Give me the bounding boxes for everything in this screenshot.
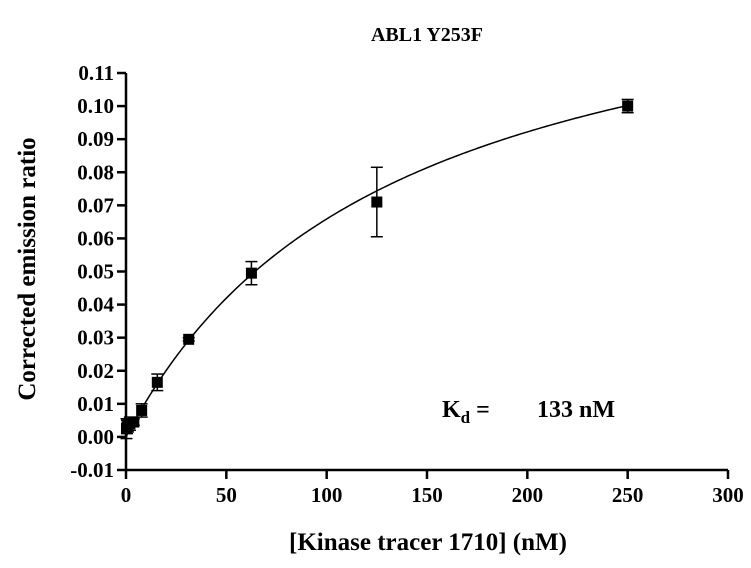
x-tick-label: 200 xyxy=(512,483,544,507)
kd-symbol: K xyxy=(442,397,461,423)
y-tick-label: 0.00 xyxy=(77,425,114,449)
error-bar-layer xyxy=(120,98,634,440)
x-axis-title: [Kinase tracer 1710] (nM) xyxy=(289,529,567,556)
fit-curve xyxy=(125,104,628,438)
kd-subscript: d xyxy=(461,408,471,427)
kd-annotation: Kd = xyxy=(442,397,490,427)
kd-equals: = xyxy=(470,397,490,423)
data-point xyxy=(245,267,257,279)
data-point xyxy=(371,196,383,208)
data-point xyxy=(183,333,195,345)
x-tick-label: 50 xyxy=(216,483,237,507)
y-tick-label: -0.01 xyxy=(70,458,114,482)
x-tick-label: 300 xyxy=(712,483,744,507)
data-point xyxy=(151,376,163,388)
data-point xyxy=(136,404,148,416)
y-tick-label: 0.03 xyxy=(77,326,114,350)
y-tick-label: 0.06 xyxy=(77,226,114,250)
data-point xyxy=(128,416,140,428)
data-point xyxy=(622,100,634,112)
x-axis: 0 50 100 150 200 250 300 xyxy=(121,468,744,507)
y-tick-label: 0.02 xyxy=(77,359,114,383)
y-tick-label: 0.08 xyxy=(77,160,114,184)
plot-area xyxy=(120,98,634,440)
x-tick-label: 150 xyxy=(411,483,443,507)
y-tick-label: 0.04 xyxy=(77,293,114,317)
y-axis: 0.11 0.10 0.09 0.08 0.07 0.06 0.05 0.04 0.03 0.02… xyxy=(70,61,128,482)
y-axis-title: Corrected emission ratio xyxy=(14,137,41,400)
y-tick-label: 0.10 xyxy=(77,94,114,118)
chart-title: ABL1 Y253F xyxy=(371,24,483,46)
y-tick-label: 0.11 xyxy=(78,61,114,85)
data-point-layer xyxy=(120,100,634,435)
y-tick-label: 0.01 xyxy=(77,392,114,416)
kd-value: 133 nM xyxy=(537,397,615,423)
x-tick-label: 100 xyxy=(311,483,343,507)
y-tick-label: 0.07 xyxy=(77,193,114,217)
x-tick-label: 0 xyxy=(121,483,132,507)
fit-curve-layer xyxy=(125,104,628,438)
y-tick-label: 0.09 xyxy=(77,127,114,151)
y-tick-label: 0.05 xyxy=(77,260,114,284)
x-tick-label: 250 xyxy=(612,483,644,507)
